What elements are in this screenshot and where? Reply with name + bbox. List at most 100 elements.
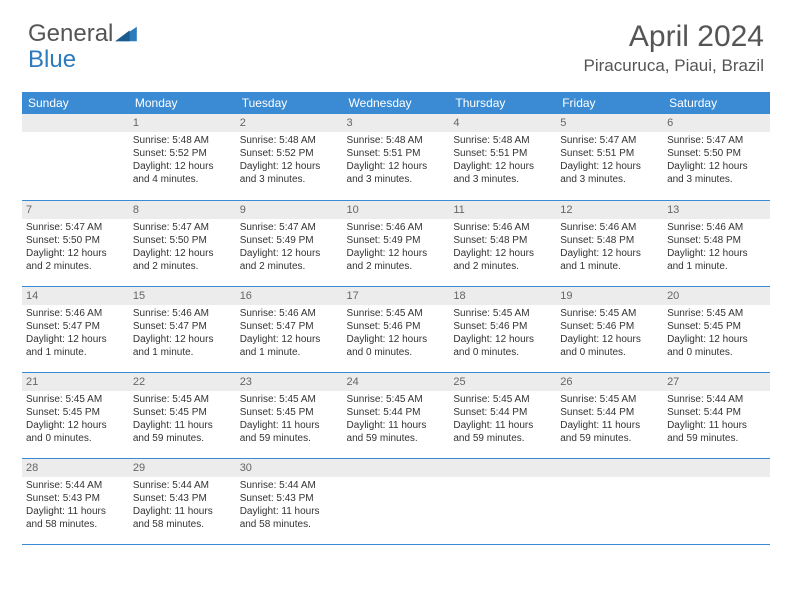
- day-number: 30: [236, 459, 343, 477]
- day-details: Sunrise: 5:44 AMSunset: 5:44 PMDaylight:…: [663, 391, 770, 449]
- calendar-day-cell: 30Sunrise: 5:44 AMSunset: 5:43 PMDayligh…: [236, 458, 343, 544]
- day-detail-line: Sunset: 5:48 PM: [453, 234, 552, 247]
- day-detail-line: Sunrise: 5:46 AM: [26, 307, 125, 320]
- day-detail-line: Sunset: 5:45 PM: [667, 320, 766, 333]
- day-detail-line: Daylight: 12 hours and 3 minutes.: [240, 160, 339, 186]
- calendar-day-cell: [343, 458, 450, 544]
- day-detail-line: Daylight: 12 hours and 3 minutes.: [560, 160, 659, 186]
- day-detail-line: Daylight: 12 hours and 2 minutes.: [133, 247, 232, 273]
- day-number: 19: [556, 287, 663, 305]
- day-detail-line: Daylight: 12 hours and 1 minute.: [240, 333, 339, 359]
- weekday-header: Wednesday: [343, 92, 450, 114]
- day-number: 11: [449, 201, 556, 219]
- day-detail-line: Daylight: 12 hours and 1 minute.: [133, 333, 232, 359]
- calendar-week-row: 7Sunrise: 5:47 AMSunset: 5:50 PMDaylight…: [22, 200, 770, 286]
- calendar-day-cell: [22, 114, 129, 200]
- day-number: 6: [663, 114, 770, 132]
- day-number: 26: [556, 373, 663, 391]
- day-details: Sunrise: 5:46 AMSunset: 5:47 PMDaylight:…: [236, 305, 343, 363]
- calendar-day-cell: [663, 458, 770, 544]
- day-detail-line: Sunset: 5:47 PM: [133, 320, 232, 333]
- day-details: Sunrise: 5:46 AMSunset: 5:48 PMDaylight:…: [663, 219, 770, 277]
- day-detail-line: Sunset: 5:47 PM: [26, 320, 125, 333]
- day-detail-line: Sunset: 5:43 PM: [240, 492, 339, 505]
- day-detail-line: Sunset: 5:48 PM: [667, 234, 766, 247]
- day-detail-line: Sunset: 5:50 PM: [133, 234, 232, 247]
- day-detail-line: Sunset: 5:46 PM: [347, 320, 446, 333]
- calendar-day-cell: 14Sunrise: 5:46 AMSunset: 5:47 PMDayligh…: [22, 286, 129, 372]
- day-details: Sunrise: 5:45 AMSunset: 5:46 PMDaylight:…: [343, 305, 450, 363]
- day-detail-line: Sunrise: 5:46 AM: [347, 221, 446, 234]
- day-detail-line: Sunrise: 5:45 AM: [560, 393, 659, 406]
- calendar-day-cell: 17Sunrise: 5:45 AMSunset: 5:46 PMDayligh…: [343, 286, 450, 372]
- day-number: [663, 459, 770, 477]
- day-detail-line: Sunrise: 5:44 AM: [240, 479, 339, 492]
- day-detail-line: Daylight: 11 hours and 59 minutes.: [240, 419, 339, 445]
- day-details: Sunrise: 5:46 AMSunset: 5:47 PMDaylight:…: [129, 305, 236, 363]
- day-number: 28: [22, 459, 129, 477]
- title-block: April 2024 Piracuruca, Piaui, Brazil: [584, 20, 764, 76]
- weekday-header: Tuesday: [236, 92, 343, 114]
- day-details: [556, 477, 663, 483]
- day-number: 22: [129, 373, 236, 391]
- calendar-day-cell: 12Sunrise: 5:46 AMSunset: 5:48 PMDayligh…: [556, 200, 663, 286]
- day-detail-line: Sunset: 5:45 PM: [133, 406, 232, 419]
- day-detail-line: Daylight: 12 hours and 0 minutes.: [560, 333, 659, 359]
- day-detail-line: Daylight: 12 hours and 2 minutes.: [26, 247, 125, 273]
- day-detail-line: Sunset: 5:52 PM: [240, 147, 339, 160]
- day-detail-line: Sunrise: 5:47 AM: [560, 134, 659, 147]
- day-detail-line: Sunrise: 5:46 AM: [133, 307, 232, 320]
- calendar-day-cell: 22Sunrise: 5:45 AMSunset: 5:45 PMDayligh…: [129, 372, 236, 458]
- day-details: Sunrise: 5:45 AMSunset: 5:45 PMDaylight:…: [236, 391, 343, 449]
- day-detail-line: Sunrise: 5:48 AM: [240, 134, 339, 147]
- calendar-week-row: 21Sunrise: 5:45 AMSunset: 5:45 PMDayligh…: [22, 372, 770, 458]
- weekday-header: Friday: [556, 92, 663, 114]
- calendar-day-cell: 11Sunrise: 5:46 AMSunset: 5:48 PMDayligh…: [449, 200, 556, 286]
- day-number: 25: [449, 373, 556, 391]
- weekday-header: Monday: [129, 92, 236, 114]
- day-detail-line: Sunrise: 5:45 AM: [347, 393, 446, 406]
- day-detail-line: Daylight: 11 hours and 59 minutes.: [453, 419, 552, 445]
- weekday-header: Saturday: [663, 92, 770, 114]
- day-detail-line: Sunrise: 5:45 AM: [347, 307, 446, 320]
- day-detail-line: Sunset: 5:45 PM: [26, 406, 125, 419]
- day-number: 12: [556, 201, 663, 219]
- calendar-header-row: SundayMondayTuesdayWednesdayThursdayFrid…: [22, 92, 770, 114]
- day-detail-line: Sunset: 5:44 PM: [667, 406, 766, 419]
- day-number: 14: [22, 287, 129, 305]
- day-detail-line: Daylight: 12 hours and 1 minute.: [667, 247, 766, 273]
- day-detail-line: Daylight: 11 hours and 59 minutes.: [560, 419, 659, 445]
- calendar-day-cell: [556, 458, 663, 544]
- day-details: Sunrise: 5:46 AMSunset: 5:48 PMDaylight:…: [449, 219, 556, 277]
- day-detail-line: Sunset: 5:47 PM: [240, 320, 339, 333]
- day-number: 9: [236, 201, 343, 219]
- day-detail-line: Sunset: 5:44 PM: [453, 406, 552, 419]
- day-details: Sunrise: 5:44 AMSunset: 5:43 PMDaylight:…: [236, 477, 343, 535]
- calendar-day-cell: 24Sunrise: 5:45 AMSunset: 5:44 PMDayligh…: [343, 372, 450, 458]
- day-detail-line: Sunset: 5:50 PM: [26, 234, 125, 247]
- day-detail-line: Daylight: 11 hours and 58 minutes.: [26, 505, 125, 531]
- day-details: Sunrise: 5:47 AMSunset: 5:51 PMDaylight:…: [556, 132, 663, 190]
- day-details: [343, 477, 450, 483]
- day-details: Sunrise: 5:46 AMSunset: 5:48 PMDaylight:…: [556, 219, 663, 277]
- day-details: Sunrise: 5:48 AMSunset: 5:51 PMDaylight:…: [343, 132, 450, 190]
- calendar-day-cell: 1Sunrise: 5:48 AMSunset: 5:52 PMDaylight…: [129, 114, 236, 200]
- location-text: Piracuruca, Piaui, Brazil: [584, 56, 764, 76]
- day-number: 17: [343, 287, 450, 305]
- day-number: 21: [22, 373, 129, 391]
- day-details: Sunrise: 5:48 AMSunset: 5:51 PMDaylight:…: [449, 132, 556, 190]
- calendar-day-cell: 4Sunrise: 5:48 AMSunset: 5:51 PMDaylight…: [449, 114, 556, 200]
- day-number: [343, 459, 450, 477]
- day-detail-line: Sunset: 5:48 PM: [560, 234, 659, 247]
- day-detail-line: Daylight: 11 hours and 58 minutes.: [133, 505, 232, 531]
- day-detail-line: Sunset: 5:46 PM: [453, 320, 552, 333]
- day-details: Sunrise: 5:45 AMSunset: 5:45 PMDaylight:…: [129, 391, 236, 449]
- day-details: Sunrise: 5:47 AMSunset: 5:49 PMDaylight:…: [236, 219, 343, 277]
- day-detail-line: Daylight: 12 hours and 4 minutes.: [133, 160, 232, 186]
- calendar-day-cell: 6Sunrise: 5:47 AMSunset: 5:50 PMDaylight…: [663, 114, 770, 200]
- day-details: [449, 477, 556, 483]
- calendar-body: 1Sunrise: 5:48 AMSunset: 5:52 PMDaylight…: [22, 114, 770, 544]
- day-details: Sunrise: 5:45 AMSunset: 5:45 PMDaylight:…: [663, 305, 770, 363]
- day-number: 5: [556, 114, 663, 132]
- calendar-day-cell: 21Sunrise: 5:45 AMSunset: 5:45 PMDayligh…: [22, 372, 129, 458]
